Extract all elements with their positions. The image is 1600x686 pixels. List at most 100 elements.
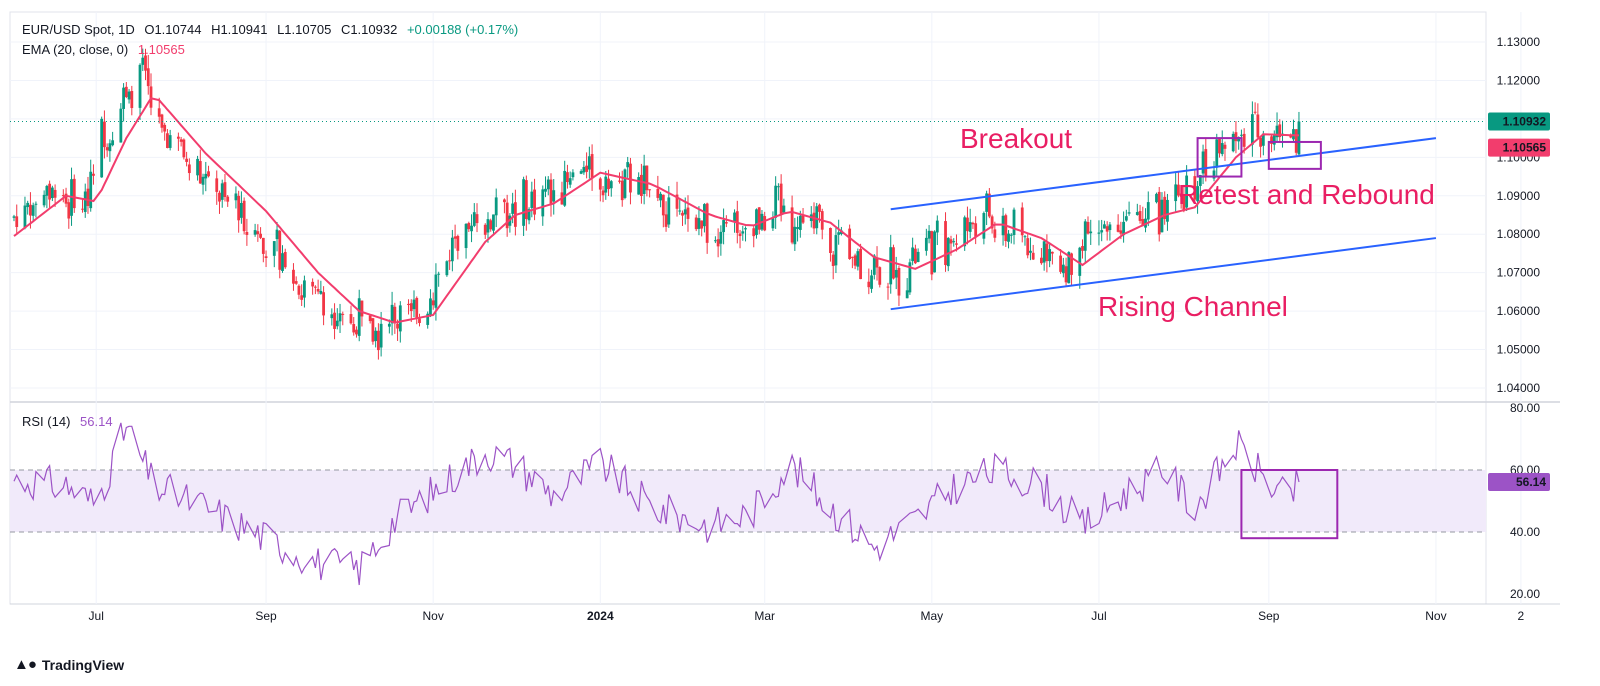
candle-body — [407, 303, 410, 306]
candle-body — [1061, 264, 1065, 274]
annotation-labels: Breakout Retest and Rebound Rising Channel — [960, 123, 1435, 322]
time-tick-label: May — [920, 609, 943, 623]
candle-body — [837, 232, 841, 235]
candle-body — [623, 169, 627, 198]
candle-body — [283, 251, 287, 268]
candle-body — [215, 178, 219, 192]
time-tick-label: Jul — [89, 609, 104, 623]
candle-body — [533, 189, 536, 215]
candle-body — [694, 217, 698, 230]
candle-body — [886, 286, 890, 288]
candle-body — [418, 318, 421, 324]
candle-body — [72, 178, 76, 209]
candle-body — [722, 220, 726, 233]
candle-body — [360, 300, 364, 317]
candle-body — [703, 204, 706, 227]
candle-body — [67, 202, 71, 219]
candle-body — [431, 300, 435, 306]
candle-body — [870, 275, 873, 289]
candle-body — [834, 235, 838, 266]
candle-body — [664, 214, 668, 227]
candle-body — [292, 269, 295, 284]
candle-body — [81, 208, 84, 210]
tradingview-icon: ▲● — [14, 656, 37, 673]
candle-body — [272, 241, 276, 256]
candle-body — [601, 190, 605, 196]
candle-body — [89, 171, 93, 209]
rsi-legend-value: 56.14 — [80, 414, 113, 429]
candle-body — [130, 90, 134, 109]
candle-body — [889, 247, 893, 285]
candle-body — [237, 195, 241, 221]
candle-body — [303, 280, 306, 298]
retest-box — [1267, 140, 1322, 170]
candle-body — [763, 216, 767, 231]
candle-body — [333, 312, 336, 329]
candle-body — [1278, 124, 1282, 138]
candle-body — [1012, 209, 1016, 236]
candle-body — [1215, 139, 1219, 168]
candle-body — [713, 240, 717, 242]
annotation-label: Rising Channel — [1098, 291, 1288, 322]
candle-body — [1212, 170, 1216, 179]
candle-body — [1020, 207, 1024, 236]
candle-body — [138, 64, 142, 108]
candle-body — [618, 180, 621, 182]
tradingview-logo[interactable]: ▲● TradingView — [14, 656, 124, 673]
candle-body — [275, 229, 279, 240]
candle-body — [626, 162, 630, 168]
candle-body — [207, 171, 210, 177]
candle-body — [1166, 199, 1169, 222]
ema-path — [13, 97, 1300, 324]
candle-body — [1089, 231, 1093, 234]
candle-body — [848, 228, 852, 259]
candle-body — [1108, 224, 1112, 231]
candle-body — [1261, 133, 1265, 146]
candle-body — [755, 209, 758, 235]
candle-body — [300, 295, 304, 300]
candle-body — [355, 329, 358, 335]
candle-body — [31, 205, 35, 216]
candle-body — [223, 182, 227, 197]
candle-body — [1070, 253, 1073, 275]
candle-body — [264, 256, 268, 258]
candle-body — [1231, 133, 1235, 152]
candle-body — [352, 324, 356, 333]
candle-body — [23, 205, 27, 229]
annotation-label: Retest and Rebound — [1178, 179, 1435, 210]
candle-body — [1237, 137, 1241, 142]
candle-body — [987, 193, 991, 217]
candle-body — [218, 192, 221, 202]
candle-body — [492, 214, 495, 231]
candle-body — [793, 226, 797, 245]
candle-body — [92, 173, 95, 176]
candle-body — [607, 178, 610, 190]
time-tick-label: Nov — [1425, 609, 1446, 623]
candle-body — [916, 251, 920, 262]
candle-body — [234, 193, 238, 201]
candle-body — [1023, 236, 1027, 238]
candle-body — [667, 197, 671, 225]
change-value: +0.00188 (+0.17%) — [406, 22, 519, 37]
candle-body — [166, 133, 169, 149]
candle-body — [1009, 234, 1013, 236]
candle-body — [946, 237, 950, 267]
candle-body — [897, 267, 901, 296]
candle-body — [83, 191, 87, 212]
candle-body — [201, 176, 205, 185]
rsi-box — [1240, 469, 1339, 540]
price-tick-label: 1.09000 — [1497, 189, 1541, 203]
candle-body — [522, 179, 525, 226]
candle-body — [1004, 215, 1008, 242]
candle-body — [744, 228, 747, 230]
candle-body — [779, 183, 783, 214]
candle-body — [1124, 216, 1128, 221]
rsi-legend: RSI (14) 56.14 — [22, 414, 119, 429]
price-tick-label: 1.04000 — [1497, 381, 1541, 395]
candle-body — [875, 257, 879, 268]
candle-body — [1193, 176, 1197, 200]
candle-body — [45, 185, 49, 196]
candle-body — [1242, 133, 1246, 147]
candle-body — [1050, 251, 1054, 254]
